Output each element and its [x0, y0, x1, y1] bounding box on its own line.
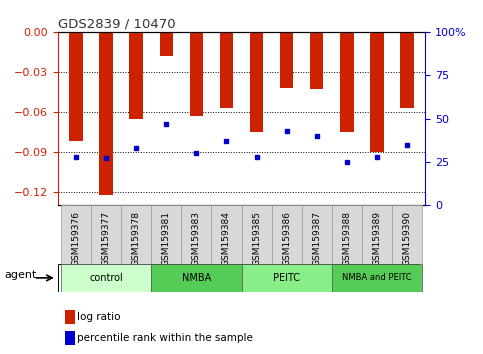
Text: GSM159390: GSM159390: [402, 211, 412, 266]
Bar: [302, 205, 332, 264]
Bar: [362, 205, 392, 264]
Text: control: control: [89, 273, 123, 283]
Text: NMBA and PEITC: NMBA and PEITC: [342, 273, 412, 282]
Text: GSM159377: GSM159377: [101, 211, 111, 266]
Bar: [340, 32, 354, 132]
Bar: [121, 205, 151, 264]
Bar: [212, 205, 242, 264]
Text: log ratio: log ratio: [77, 312, 120, 322]
Bar: [392, 205, 422, 264]
Bar: [181, 205, 212, 264]
Text: agent: agent: [5, 270, 37, 280]
Text: NMBA: NMBA: [182, 273, 211, 283]
Text: GSM159386: GSM159386: [282, 211, 291, 266]
Text: GSM159381: GSM159381: [162, 211, 171, 266]
Bar: [280, 32, 293, 88]
Text: GSM159387: GSM159387: [312, 211, 321, 266]
Bar: [242, 264, 332, 292]
Bar: [220, 32, 233, 108]
Bar: [332, 205, 362, 264]
Text: GSM159388: GSM159388: [342, 211, 351, 266]
Text: PEITC: PEITC: [273, 273, 300, 283]
Bar: [61, 205, 91, 264]
Bar: [400, 32, 414, 108]
Bar: [65, 331, 75, 345]
Bar: [242, 205, 271, 264]
Bar: [250, 32, 263, 132]
Bar: [271, 205, 302, 264]
Bar: [69, 32, 83, 141]
Bar: [61, 264, 151, 292]
Bar: [65, 310, 75, 324]
Text: GSM159385: GSM159385: [252, 211, 261, 266]
Bar: [151, 264, 242, 292]
Text: percentile rank within the sample: percentile rank within the sample: [77, 333, 253, 343]
Bar: [129, 32, 143, 119]
Bar: [99, 32, 113, 195]
Bar: [91, 205, 121, 264]
Bar: [370, 32, 384, 152]
Text: GSM159384: GSM159384: [222, 211, 231, 266]
Bar: [190, 32, 203, 116]
Bar: [332, 264, 422, 292]
Text: GSM159383: GSM159383: [192, 211, 201, 266]
Bar: [310, 32, 324, 89]
Bar: [159, 32, 173, 56]
Bar: [151, 205, 181, 264]
Text: GDS2839 / 10470: GDS2839 / 10470: [58, 18, 176, 31]
Text: GSM159378: GSM159378: [132, 211, 141, 266]
Text: GSM159389: GSM159389: [372, 211, 382, 266]
Text: GSM159376: GSM159376: [71, 211, 81, 266]
